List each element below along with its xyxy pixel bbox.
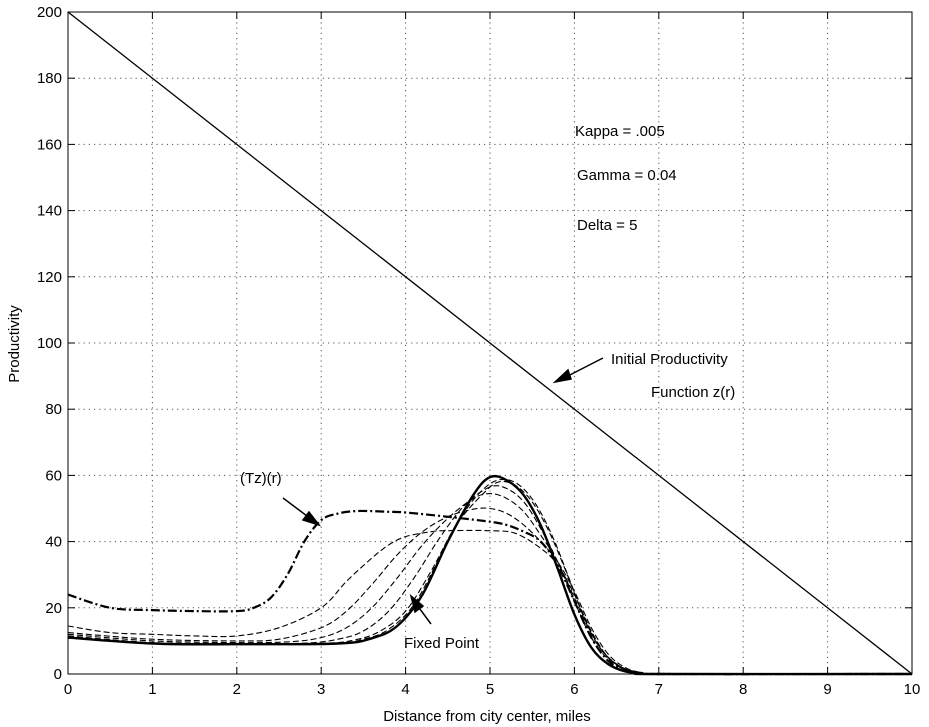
y-tick-labels: 0 20 40 60 80 100 120 140 160 180 200 xyxy=(37,4,62,683)
series-line-4 xyxy=(67,493,913,675)
param-delta: Delta = 5 xyxy=(577,217,637,234)
arrow-fixed-point-head xyxy=(409,593,425,614)
y-tick-label-5: 100 xyxy=(37,335,62,352)
x-tick-label-3: 3 xyxy=(317,681,325,698)
x-tick-label-10: 10 xyxy=(904,681,921,698)
series-line-5 xyxy=(67,485,913,675)
annotation-initial-line2: Function z(r) xyxy=(651,384,735,401)
y-tick-label-7: 140 xyxy=(37,203,62,220)
x-axis-label: Distance from city center, miles xyxy=(383,708,591,725)
x-tick-label-0: 0 xyxy=(64,681,72,698)
series-line-1 xyxy=(67,509,913,676)
y-tick-label-2: 40 xyxy=(45,534,62,551)
annotation-fixed-point: Fixed Point xyxy=(404,635,480,652)
y-tick-label-4: 80 xyxy=(45,401,62,418)
axis-ticks xyxy=(67,11,913,675)
y-tick-label-1: 20 xyxy=(45,600,62,617)
series-line-0 xyxy=(67,11,913,675)
x-tick-label-2: 2 xyxy=(233,681,241,698)
y-axis-label: Productivity xyxy=(6,305,23,383)
x-tick-label-5: 5 xyxy=(486,681,494,698)
param-gamma: Gamma = 0.04 xyxy=(577,167,677,184)
param-kappa: Kappa = .005 xyxy=(575,123,665,140)
arrow-initial-head xyxy=(552,368,572,384)
annotation-tz: (Tz)(r) xyxy=(240,470,282,487)
y-tick-label-8: 160 xyxy=(37,136,62,153)
x-tick-label-1: 1 xyxy=(148,681,156,698)
x-tick-labels: 0 1 2 3 4 5 6 7 8 9 10 xyxy=(64,681,921,698)
y-tick-label-9: 180 xyxy=(37,70,62,87)
grid-lines xyxy=(68,12,912,674)
series-line-8 xyxy=(67,474,913,676)
y-tick-label-3: 60 xyxy=(45,467,62,484)
x-tick-label-8: 8 xyxy=(739,681,747,698)
y-tick-label-10: 200 xyxy=(37,4,62,21)
series-line-3 xyxy=(67,507,913,675)
x-tick-label-7: 7 xyxy=(655,681,663,698)
x-tick-label-9: 9 xyxy=(823,681,831,698)
annotation-arrows xyxy=(282,357,604,625)
y-tick-label-0: 0 xyxy=(54,666,62,683)
arrow-tz-head xyxy=(301,510,322,527)
y-tick-label-6: 120 xyxy=(37,269,62,286)
x-tick-label-4: 4 xyxy=(401,681,409,698)
annotation-initial-line1: Initial Productivity xyxy=(611,351,728,368)
x-tick-label-6: 6 xyxy=(570,681,578,698)
data-series xyxy=(67,11,913,676)
